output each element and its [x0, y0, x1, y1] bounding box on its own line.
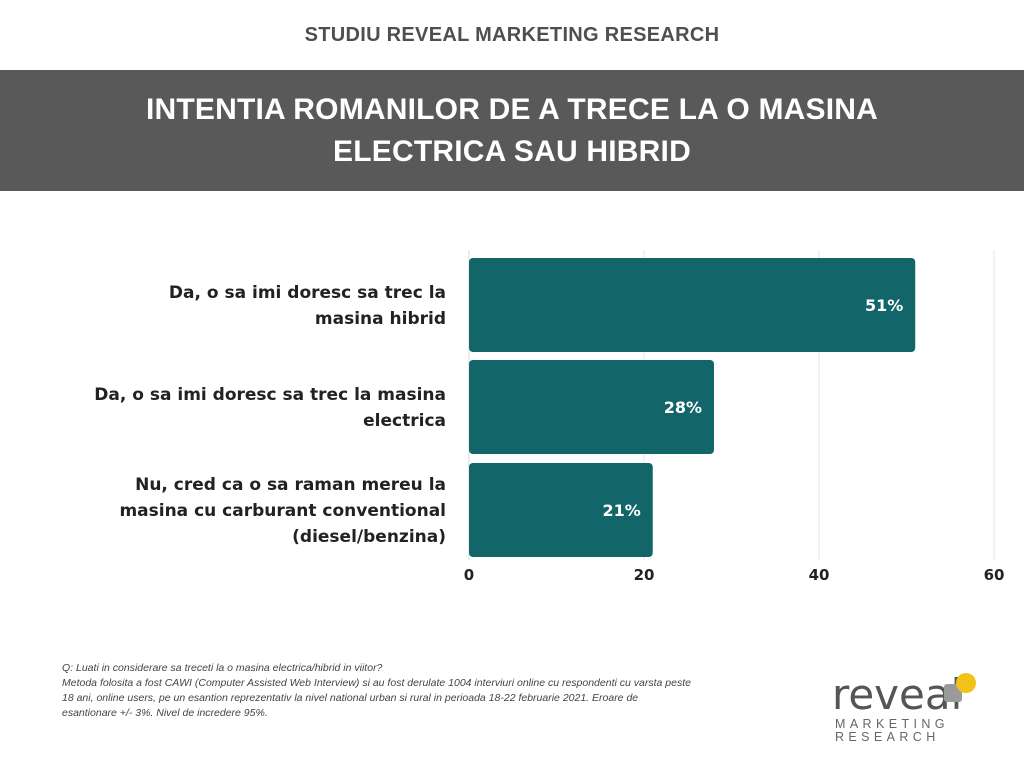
- chart-title: INTENTIA ROMANILOR DE A TRECE LA O MASIN…: [145, 92, 879, 168]
- bar: [469, 463, 653, 557]
- category-label: Nu, cred ca o sa raman mereu la masina cu…: [119, 475, 446, 547]
- reveal-logo: reveal MARKETING RESEARCH: [828, 672, 988, 752]
- category-label-line: Nu, cred ca o sa raman mereu la: [135, 475, 446, 495]
- logo-line-marketing: MARKETING: [835, 717, 949, 731]
- category-label: Da, o sa imi doresc sa trec la masina hib…: [169, 283, 446, 329]
- x-axis-ticks: 0 20 40 60: [464, 566, 1005, 584]
- category-label-line: masina hibrid: [315, 309, 446, 329]
- bars: 51% 28% 21%: [469, 258, 916, 557]
- logo-word: reveal: [832, 670, 963, 719]
- category-label-line: electrica: [363, 411, 446, 431]
- category-label-line: Da, o sa imi doresc sa trec la: [169, 283, 446, 303]
- x-tick-label: 20: [634, 566, 655, 584]
- x-tick-label: 40: [809, 566, 830, 584]
- data-label: 28%: [664, 398, 702, 417]
- category-label-line: masina cu carburant conventional: [119, 501, 446, 521]
- category-label: Da, o sa imi doresc sa trec la masina ele…: [94, 385, 446, 431]
- footnote-method: Metoda folosita a fost CAWI (Computer As…: [62, 677, 691, 719]
- logo-mark-icon: [944, 673, 976, 702]
- title-banner: INTENTIA ROMANILOR DE A TRECE LA O MASIN…: [0, 70, 1024, 191]
- data-label: 21%: [602, 501, 640, 520]
- data-label: 51%: [865, 296, 903, 315]
- x-tick-label: 60: [984, 566, 1005, 584]
- category-label-line: Da, o sa imi doresc sa trec la masina: [94, 385, 446, 405]
- category-labels: Da, o sa imi doresc sa trec la masina hib…: [94, 283, 446, 547]
- x-tick-label: 0: [464, 566, 474, 584]
- footnote: Q: Luati in considerare sa treceti la o …: [62, 661, 692, 721]
- category-label-line: (diesel/benzina): [292, 527, 446, 547]
- bar: [469, 360, 714, 454]
- footnote-question: Q: Luati in considerare sa treceti la o …: [62, 662, 383, 674]
- logo-line-research: RESEARCH: [835, 730, 940, 744]
- bar: [469, 258, 916, 352]
- study-title: STUDIU REVEAL MARKETING RESEARCH: [304, 24, 720, 46]
